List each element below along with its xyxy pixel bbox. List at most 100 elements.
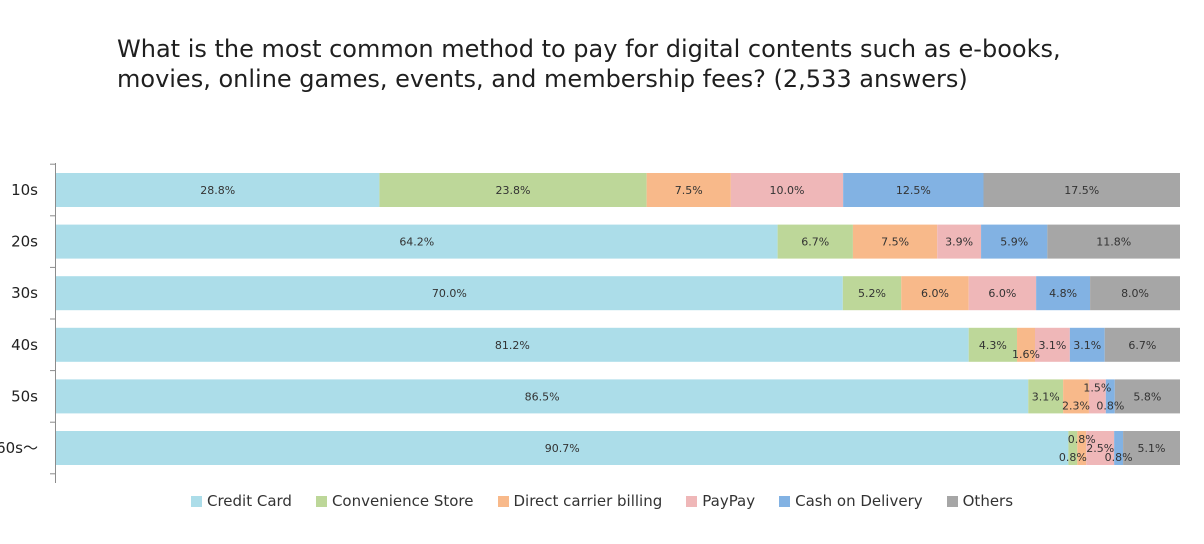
bar-segment-paypay — [1088, 379, 1106, 414]
bar-segment-convenience-store — [379, 173, 647, 207]
legend-label: PayPay — [702, 492, 756, 510]
legend-label: Cash on Delivery — [795, 492, 923, 510]
bar-segment-cash-on-delivery — [843, 173, 984, 207]
bar-segment-credit-card — [56, 173, 380, 207]
data-label-direct-carrier-billing: 1.6% — [1012, 348, 1040, 361]
bar-segment-direct-carrier-billing — [1063, 379, 1089, 414]
bar-segment-convenience-store — [1028, 379, 1064, 414]
data-label-credit-card: 81.2% — [495, 339, 530, 352]
bar-segment-direct-carrier-billing — [1017, 327, 1036, 362]
data-label-convenience-store: 3.1% — [1032, 390, 1060, 403]
data-label-others: 17.5% — [1064, 184, 1099, 197]
bar-segment-credit-card — [56, 327, 969, 362]
data-label-cash-on-delivery: 0.8% — [1096, 399, 1124, 412]
data-label-credit-card: 90.7% — [545, 442, 580, 455]
bar-segment-paypay — [968, 276, 1037, 311]
bar-segment-others — [1090, 276, 1180, 311]
data-label-paypay: 2.5% — [1086, 442, 1114, 455]
data-label-credit-card: 64.2% — [399, 236, 434, 249]
bar-segment-paypay — [730, 173, 844, 207]
chart-legend: Credit Card Convenience Store Direct carri… — [0, 492, 1204, 510]
chart-title: What is the most common method to pay fo… — [117, 34, 1117, 94]
data-label-cash-on-delivery: 12.5% — [896, 184, 931, 197]
legend-label: Convenience Store — [331, 492, 474, 510]
legend-label: Direct carrier billing — [513, 492, 663, 510]
category-label-30s: 30s — [11, 284, 38, 302]
data-label-direct-carrier-billing: 6.0% — [921, 287, 949, 300]
category-label-20s: 20s — [11, 233, 38, 251]
legend-swatch — [190, 495, 202, 507]
data-label-direct-carrier-billing: 0.8% — [1068, 433, 1096, 446]
category-label-60s: 60s～ — [0, 439, 38, 457]
bar-segment-cash-on-delivery — [1069, 327, 1105, 362]
bar-segment-convenience-store — [842, 276, 902, 311]
data-label-credit-card: 86.5% — [525, 390, 560, 403]
bar-segment-credit-card — [56, 224, 778, 259]
data-label-convenience-store: 23.8% — [496, 184, 531, 197]
chart-title-line-2: movies, online games, events, and member… — [117, 65, 968, 93]
bar-segment-convenience-store — [968, 327, 1018, 362]
bar-segment-others — [1123, 431, 1180, 465]
data-label-cash-on-delivery: 5.9% — [1000, 236, 1028, 249]
data-label-convenience-store: 4.3% — [979, 339, 1007, 352]
legend-swatch — [946, 495, 958, 507]
category-label-10s: 10s — [11, 181, 38, 199]
bar-segment-credit-card — [56, 431, 1069, 465]
data-label-paypay: 3.9% — [945, 236, 973, 249]
bar-segment-credit-card — [56, 379, 1029, 414]
data-label-others: 5.1% — [1138, 442, 1166, 455]
data-label-convenience-store: 6.7% — [801, 236, 829, 249]
bar-segment-cash-on-delivery — [1114, 431, 1124, 465]
data-label-paypay: 6.0% — [988, 287, 1016, 300]
data-label-others: 11.8% — [1096, 236, 1131, 249]
data-label-direct-carrier-billing: 2.3% — [1062, 399, 1090, 412]
category-label-50s: 50s — [11, 387, 38, 405]
bar-segment-others — [1047, 224, 1180, 259]
bar-segment-convenience-store — [1068, 431, 1078, 465]
category-label-40s: 40s — [11, 336, 38, 354]
legend-swatch — [315, 495, 327, 507]
bar-segment-cash-on-delivery — [1036, 276, 1091, 311]
bar-segment-direct-carrier-billing — [646, 173, 731, 207]
legend-item-paypay: PayPay — [686, 492, 755, 510]
legend-item-convenience-store: Convenience Store — [315, 492, 474, 510]
legend-item-others: Others — [946, 492, 1014, 510]
chart-title-line-1: What is the most common method to pay fo… — [117, 35, 1061, 63]
data-label-cash-on-delivery: 0.8% — [1105, 451, 1133, 464]
legend-label: Others — [962, 492, 1014, 510]
bar-segment-paypay — [937, 224, 982, 259]
bar-segment-direct-carrier-billing — [852, 224, 938, 259]
data-label-direct-carrier-billing: 7.5% — [881, 236, 909, 249]
data-label-paypay: 10.0% — [770, 184, 805, 197]
data-label-convenience-store: 5.2% — [858, 287, 886, 300]
legend-item-credit-card: Credit Card — [190, 492, 292, 510]
data-label-credit-card: 70.0% — [432, 287, 467, 300]
legend-swatch — [779, 495, 791, 507]
bar-segment-direct-carrier-billing — [1077, 431, 1087, 465]
bar-segment-others — [1114, 379, 1180, 414]
data-label-paypay: 3.1% — [1038, 339, 1066, 352]
bar-segment-others — [983, 173, 1180, 207]
legend-swatch — [686, 495, 698, 507]
bar-segment-paypay — [1035, 327, 1070, 362]
bar-segment-cash-on-delivery — [981, 224, 1048, 259]
legend-swatch — [497, 495, 509, 507]
bar-segment-credit-card — [56, 276, 843, 311]
legend-item-direct-carrier-billing: Direct carrier billing — [497, 492, 663, 510]
data-label-convenience-store: 0.8% — [1059, 451, 1087, 464]
data-label-others: 8.0% — [1121, 287, 1149, 300]
data-label-others: 6.7% — [1128, 339, 1156, 352]
data-label-cash-on-delivery: 3.1% — [1073, 339, 1101, 352]
data-label-paypay: 1.5% — [1083, 381, 1111, 394]
bar-segment-convenience-store — [777, 224, 853, 259]
data-label-credit-card: 28.8% — [200, 184, 235, 197]
data-label-direct-carrier-billing: 7.5% — [675, 184, 703, 197]
bar-segment-paypay — [1086, 431, 1115, 465]
legend-item-cash-on-delivery: Cash on Delivery — [779, 492, 923, 510]
bar-segment-cash-on-delivery — [1105, 379, 1115, 414]
bar-segment-direct-carrier-billing — [901, 276, 969, 311]
data-label-others: 5.8% — [1133, 390, 1161, 403]
bar-segment-others — [1104, 327, 1180, 362]
data-label-cash-on-delivery: 4.8% — [1049, 287, 1077, 300]
